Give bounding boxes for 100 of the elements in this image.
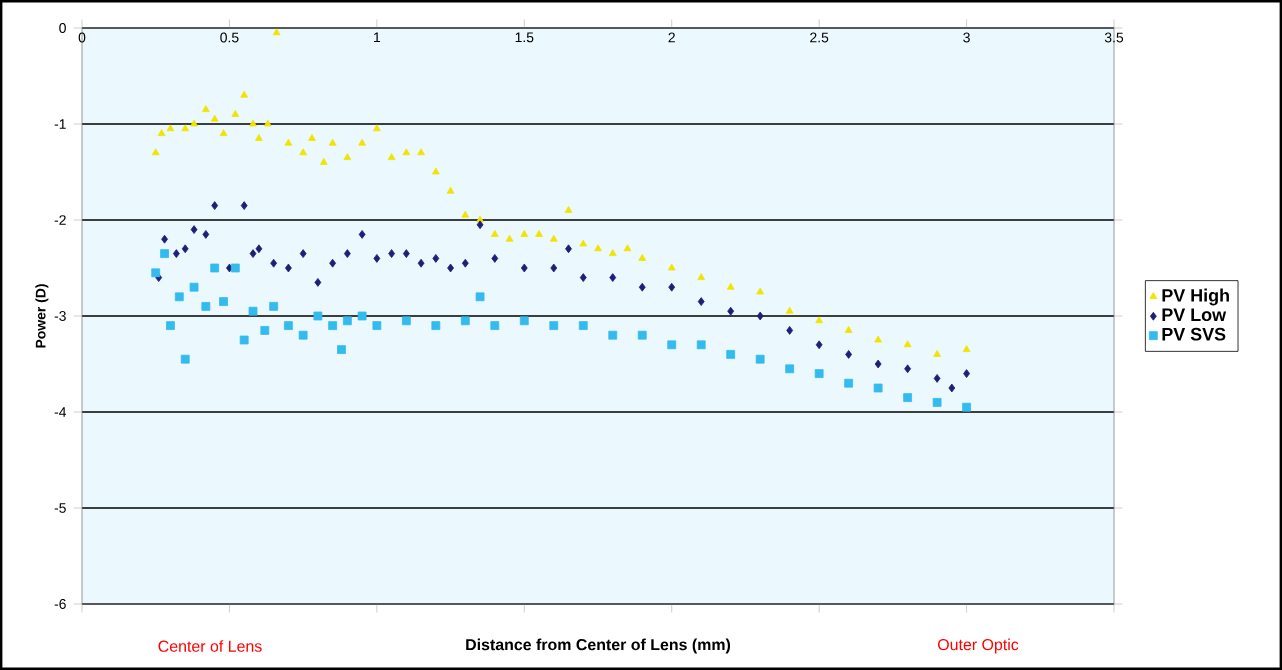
- legend-label: PV Low: [1162, 308, 1227, 322]
- point: [166, 321, 175, 330]
- point: [157, 129, 166, 136]
- point: [373, 254, 381, 263]
- point: [417, 258, 425, 268]
- point: [343, 249, 351, 258]
- point: [933, 350, 941, 357]
- point: [873, 383, 883, 393]
- point: [579, 273, 587, 282]
- point: [372, 321, 382, 330]
- point: [249, 119, 257, 127]
- point: [201, 105, 210, 112]
- point: [373, 124, 381, 132]
- point: [608, 249, 617, 256]
- point: [240, 90, 249, 98]
- point: [874, 359, 882, 369]
- point: [314, 278, 322, 287]
- point: [461, 258, 469, 268]
- point: [490, 321, 500, 330]
- point: [313, 311, 323, 321]
- point: [505, 234, 514, 242]
- point: [594, 244, 602, 252]
- point: [249, 249, 257, 258]
- point: [786, 326, 794, 335]
- point: [201, 302, 211, 311]
- point: [308, 134, 316, 141]
- point: [446, 186, 455, 194]
- point: [402, 148, 411, 156]
- point: [697, 273, 706, 280]
- point: [963, 369, 970, 378]
- legend-label: PV SVS: [1162, 327, 1226, 341]
- point: [785, 364, 795, 374]
- point: [328, 321, 338, 330]
- point: [609, 273, 617, 282]
- point: [181, 124, 190, 132]
- point: [151, 148, 160, 156]
- point: [151, 268, 161, 278]
- point: [190, 225, 198, 234]
- point: [239, 335, 249, 345]
- point: [342, 316, 352, 326]
- point: [255, 244, 263, 254]
- point: [219, 129, 228, 136]
- point: [447, 263, 454, 273]
- point: [210, 114, 219, 122]
- point: [638, 282, 646, 292]
- point: [962, 345, 971, 352]
- point: [337, 345, 346, 354]
- point: [814, 369, 824, 378]
- point: [231, 110, 240, 117]
- point: [578, 321, 588, 330]
- point: [299, 148, 307, 156]
- point: [962, 402, 971, 412]
- point: [270, 258, 278, 268]
- point: [564, 206, 573, 213]
- point: [160, 249, 169, 258]
- point: [549, 321, 559, 330]
- point: [298, 330, 308, 340]
- point: [491, 254, 499, 263]
- point: [932, 398, 942, 407]
- point: [284, 321, 293, 330]
- point: [549, 234, 558, 242]
- point: [904, 364, 911, 374]
- point: [387, 153, 396, 160]
- point: [520, 230, 529, 237]
- point: [815, 316, 823, 324]
- point: [520, 263, 528, 273]
- point: [161, 234, 168, 244]
- point: [343, 153, 352, 160]
- point: [815, 340, 823, 350]
- point: [357, 311, 367, 321]
- point: [460, 316, 470, 326]
- point: [756, 311, 764, 321]
- point: [755, 354, 765, 364]
- point: [230, 263, 240, 273]
- point: [417, 148, 425, 156]
- point: [475, 292, 485, 302]
- point: [623, 244, 632, 252]
- point: [180, 354, 190, 364]
- point: [608, 330, 618, 340]
- point: [263, 119, 272, 127]
- point: [933, 374, 941, 383]
- point: [874, 335, 882, 343]
- point: [431, 167, 440, 175]
- point: [756, 287, 765, 295]
- point: [285, 263, 292, 273]
- point: [727, 306, 735, 316]
- point: [166, 124, 175, 132]
- point: [431, 321, 441, 330]
- point: [668, 282, 676, 292]
- point: [697, 297, 705, 306]
- point: [181, 244, 189, 254]
- point: [519, 316, 529, 326]
- point: [667, 263, 676, 271]
- point: [189, 282, 199, 292]
- point: [535, 230, 543, 237]
- point: [726, 282, 735, 290]
- point: [550, 263, 558, 273]
- point: [461, 210, 470, 218]
- point: [948, 383, 956, 393]
- point: [358, 230, 366, 239]
